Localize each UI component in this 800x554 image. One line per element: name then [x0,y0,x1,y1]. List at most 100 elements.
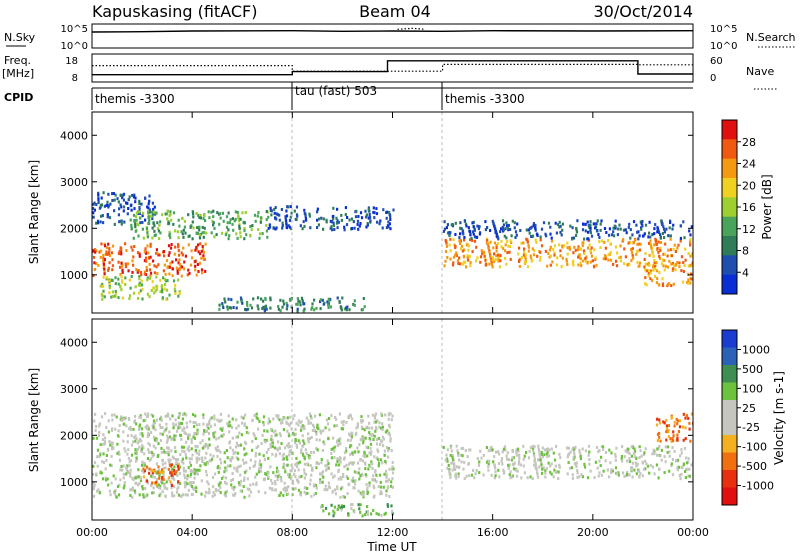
heatmap-cell [103,461,106,465]
heatmap-cell [527,249,530,253]
heatmap-cell [155,478,159,481]
heatmap-cell [685,461,688,465]
heatmap-cell [531,234,535,238]
heatmap-cell [601,239,604,243]
heatmap-cell [558,465,561,469]
heatmap-cell [120,250,123,254]
heatmap-cell [583,237,586,241]
heatmap-cell [155,265,158,269]
heatmap-cell [154,470,157,474]
heatmap-cell [586,476,590,480]
heatmap-cell [176,269,179,273]
heatmap-cell [523,260,526,264]
heatmap-cell [230,298,233,302]
heatmap-cell [463,236,466,239]
time-tick-label: 00:00 [677,526,709,539]
heatmap-cell [285,222,288,226]
heatmap-cell [679,239,682,243]
heatmap-cell [222,219,225,223]
heatmap-cell [282,462,285,466]
heatmap-cell [129,472,132,475]
heatmap-cell [212,454,215,458]
heatmap-cell [356,219,360,223]
heatmap-cell [448,234,451,237]
heatmap-cell [630,468,633,472]
heatmap-cell [313,483,316,487]
heatmap-cell [502,447,506,451]
heatmap-cell [549,470,552,474]
heatmap-cell [336,296,339,300]
nsearch-label: N.Search [746,31,796,44]
heatmap-cell [652,263,655,267]
heatmap-cell [608,475,611,479]
heatmap-cell [196,226,199,230]
heatmap-cell [654,267,657,271]
nave-tick-top: 60 [710,56,723,67]
heatmap-cell [146,479,149,483]
heatmap-cell [278,213,281,217]
heatmap-cell [152,453,156,457]
heatmap-cell [235,232,238,236]
heatmap-cell [216,418,219,422]
heatmap-cell [192,469,195,473]
heatmap-cell [294,487,297,491]
heatmap-cell [150,210,153,214]
heatmap-cell [135,268,138,272]
heatmap-cell [128,297,131,301]
heatmap-cell [475,245,478,249]
heatmap-cell [356,425,359,429]
heatmap-cell [662,252,665,256]
heatmap-cell [653,227,656,231]
heatmap-cell [446,223,449,227]
heatmap-cell [297,468,300,472]
heatmap-cell [443,220,446,224]
heatmap-cell [192,481,195,485]
heatmap-cell [160,470,163,474]
heatmap-cell [285,421,288,425]
heatmap-cell [349,414,352,418]
heatmap-cell [92,207,95,210]
heatmap-cell [538,258,542,262]
heatmap-cell [121,279,124,283]
heatmap-cell [525,228,528,232]
heatmap-cell [138,252,141,256]
heatmap-cell [614,452,617,456]
heatmap-cell [104,467,107,471]
heatmap-cell [516,222,519,226]
heatmap-cell [500,245,503,249]
heatmap-cell [170,463,173,467]
heatmap-cell [152,491,155,495]
heatmap-cell [138,216,142,220]
heatmap-cell [288,453,291,457]
heatmap-cell [145,415,149,419]
heatmap-cell [449,237,452,241]
heatmap-cell [122,193,125,197]
heatmap-cell [140,202,143,206]
heatmap-cell [550,462,553,466]
heatmap-cell [219,481,222,485]
heatmap-cell [188,449,191,453]
heatmap-cell [672,430,675,434]
heatmap-cell [168,460,171,464]
heatmap-cell [236,236,239,240]
heatmap-cell [348,308,351,312]
heatmap-cell [161,296,164,300]
heatmap-cell [143,461,146,465]
heatmap-cell [578,451,581,455]
heatmap-cell [511,450,514,453]
heatmap-cell [177,236,180,240]
heatmap-cell [151,491,154,495]
heatmap-cell [173,438,176,442]
heatmap-cell [229,306,233,310]
heatmap-cell [325,468,328,472]
heatmap-cell [241,458,244,462]
heatmap-cell [652,268,655,272]
heatmap-cell [232,228,235,232]
heatmap-cell [509,239,512,243]
heatmap-cell [253,213,257,217]
heatmap-cell [535,240,538,244]
heatmap-cell [320,461,323,465]
heatmap-cell [387,486,390,490]
heatmap-cell [603,254,607,258]
heatmap-cell [623,474,626,478]
